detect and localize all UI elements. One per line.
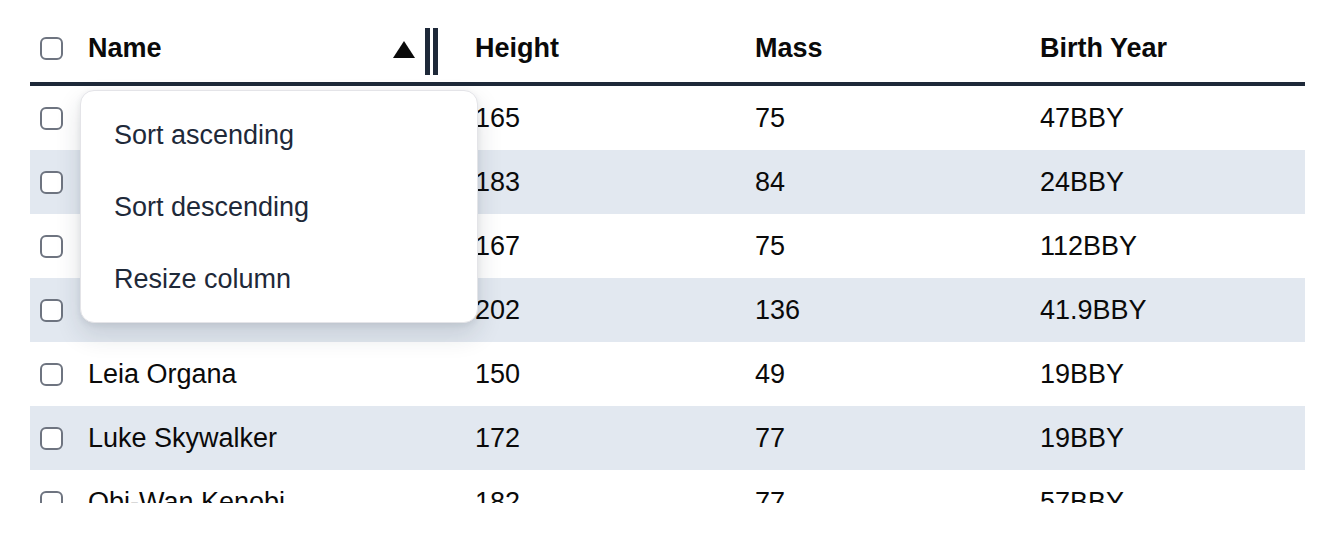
row-checkbox[interactable] (40, 107, 63, 130)
mass-cell: 49 (755, 359, 1040, 390)
row-checkbox[interactable] (40, 299, 63, 322)
birth-year-cell: 47BBY (1040, 103, 1305, 134)
birth-year-cell: 57BBY (1040, 487, 1305, 504)
table-header-row: Name Height Mass Birth Year (30, 0, 1305, 86)
height-cell: 150 (475, 359, 755, 390)
table-row: Leia Organa 150 49 19BBY (30, 342, 1305, 406)
column-context-menu: Sort ascending Sort descending Resize co… (80, 90, 478, 323)
select-all-cell (30, 37, 88, 60)
birth-year-cell: 41.9BBY (1040, 295, 1305, 326)
mass-cell: 77 (755, 487, 1040, 504)
column-header-mass[interactable]: Mass (755, 33, 1040, 64)
column-resize-handle-icon[interactable] (425, 28, 438, 75)
menu-item-resize-column[interactable]: Resize column (81, 243, 477, 315)
row-checkbox[interactable] (40, 491, 63, 504)
height-cell: 183 (475, 167, 755, 198)
column-header-birth-year[interactable]: Birth Year (1040, 33, 1305, 64)
name-cell: Leia Organa (88, 359, 475, 390)
height-cell: 167 (475, 231, 755, 262)
height-cell: 172 (475, 423, 755, 454)
name-cell: Obi-Wan Kenobi (88, 487, 475, 504)
mass-cell: 84 (755, 167, 1040, 198)
height-cell: 202 (475, 295, 755, 326)
height-cell: 165 (475, 103, 755, 134)
mass-cell: 75 (755, 231, 1040, 262)
mass-cell: 77 (755, 423, 1040, 454)
birth-year-cell: 24BBY (1040, 167, 1305, 198)
name-cell: Luke Skywalker (88, 423, 475, 454)
row-checkbox[interactable] (40, 427, 63, 450)
sort-ascending-icon (393, 41, 415, 58)
menu-item-sort-descending[interactable]: Sort descending (81, 171, 477, 243)
mass-cell: 136 (755, 295, 1040, 326)
mass-cell: 75 (755, 103, 1040, 134)
table-row: Obi-Wan Kenobi 182 77 57BBY (30, 470, 1305, 503)
birth-year-cell: 19BBY (1040, 359, 1305, 390)
table-row: Luke Skywalker 172 77 19BBY (30, 406, 1305, 470)
column-header-height[interactable]: Height (475, 33, 755, 64)
height-cell: 182 (475, 487, 755, 504)
birth-year-cell: 112BBY (1040, 231, 1305, 262)
row-checkbox[interactable] (40, 171, 63, 194)
select-all-checkbox[interactable] (40, 37, 63, 60)
row-checkbox[interactable] (40, 363, 63, 386)
birth-year-cell: 19BBY (1040, 423, 1305, 454)
column-header-name[interactable]: Name (88, 33, 475, 64)
menu-item-sort-ascending[interactable]: Sort ascending (81, 99, 477, 171)
row-checkbox[interactable] (40, 235, 63, 258)
